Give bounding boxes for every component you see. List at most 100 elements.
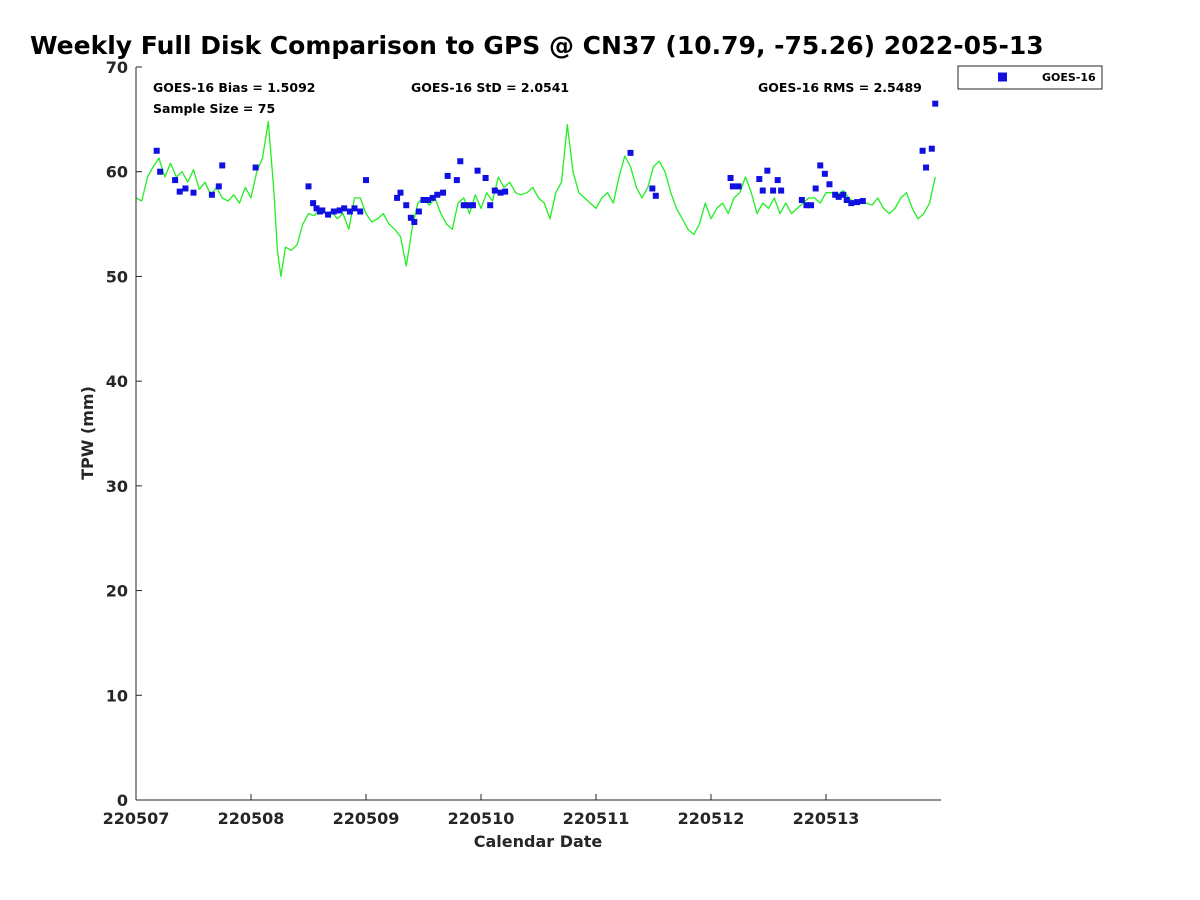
- goes16-point: [854, 199, 861, 206]
- goes16-point: [182, 185, 189, 192]
- goes16-point: [363, 177, 369, 184]
- goes16-point: [474, 167, 481, 174]
- goes16-point: [803, 202, 810, 209]
- goes16-point: [835, 193, 842, 200]
- goes16-points-layer: [153, 100, 939, 225]
- goes16-point: [157, 168, 164, 175]
- goes16-point: [310, 200, 317, 207]
- goes16-point: [319, 207, 326, 214]
- goes16-point: [808, 202, 815, 209]
- sample-size-annotation: Sample Size = 75: [153, 101, 275, 116]
- gps-tpw-line: [135, 120, 936, 278]
- goes16-point: [330, 208, 337, 215]
- y-tick-label: 10: [106, 686, 128, 705]
- goes16-point: [774, 177, 781, 184]
- legend-marker-goes16: [998, 72, 1007, 82]
- goes16-point: [735, 183, 742, 190]
- goes16-point: [444, 172, 451, 179]
- goes16-point: [411, 218, 418, 225]
- goes16-point: [357, 208, 364, 215]
- goes16-point: [208, 191, 215, 198]
- goes16-point: [487, 202, 494, 209]
- legend-box: [957, 65, 1103, 90]
- goes16-point: [652, 192, 659, 199]
- goes16-point: [932, 100, 939, 107]
- goes16-point: [729, 183, 736, 190]
- goes16-point: [176, 188, 183, 195]
- goes16-point: [826, 181, 833, 188]
- goes16-point: [764, 167, 771, 174]
- goes16-point: [434, 191, 441, 198]
- x-tick-label: 220511: [563, 809, 630, 828]
- goes16-point: [798, 196, 805, 203]
- goes16-point: [465, 202, 472, 209]
- goes16-point: [919, 147, 926, 154]
- goes16-point: [346, 208, 353, 215]
- goes16-point: [727, 174, 734, 181]
- x-tick-label: 220510: [448, 809, 515, 828]
- goes16-point: [403, 202, 410, 209]
- rms-annotation: GOES-16 RMS = 2.5489: [758, 80, 922, 95]
- goes16-point: [840, 191, 847, 198]
- goes16-point: [759, 187, 766, 194]
- goes16-point: [341, 205, 348, 212]
- goes16-point: [843, 196, 850, 203]
- y-tick-label: 70: [106, 58, 128, 77]
- goes16-point: [440, 189, 447, 196]
- goes16-point: [497, 189, 504, 196]
- x-tick-label: 220512: [678, 809, 745, 828]
- y-tick-label: 30: [106, 477, 128, 496]
- goes16-point: [778, 187, 785, 194]
- goes16-point: [817, 162, 824, 169]
- goes16-point: [305, 183, 312, 190]
- plot-area: 0 10 20 30 40 50 60 70 220507 220508 220509 220510…: [103, 58, 941, 828]
- x-tick-label: 220509: [333, 809, 400, 828]
- goes16-point: [407, 214, 414, 221]
- goes16-point: [502, 188, 509, 195]
- goes16-point: [491, 187, 498, 194]
- goes16-point: [457, 158, 464, 165]
- plot-background: [136, 67, 941, 800]
- goes16-point: [649, 185, 656, 192]
- goes16-point: [215, 183, 222, 190]
- legend-label-goes16: GOES-16: [1042, 71, 1096, 84]
- goes16-point: [832, 191, 839, 198]
- legend: GOES-16: [957, 65, 1103, 90]
- goes16-point: [859, 198, 866, 205]
- goes16-point: [482, 174, 489, 181]
- std-annotation: GOES-16 StD = 2.0541: [411, 80, 569, 95]
- goes16-point: [394, 194, 401, 201]
- x-axis-label: Calendar Date: [474, 832, 603, 851]
- goes16-point: [219, 162, 226, 169]
- goes16-point: [153, 147, 160, 154]
- goes16-point: [172, 177, 179, 184]
- goes16-point: [469, 202, 476, 209]
- goes16-point: [627, 149, 634, 156]
- y-tick-label: 40: [106, 372, 128, 391]
- goes16-point: [313, 205, 320, 212]
- y-tick-label: 0: [117, 791, 128, 810]
- goes16-point: [812, 185, 819, 192]
- goes16-point: [336, 207, 343, 214]
- goes16-point: [460, 202, 467, 209]
- y-ticks: 0 10 20 30 40 50 60 70: [106, 58, 142, 810]
- y-tick-label: 50: [106, 267, 128, 286]
- goes16-point: [190, 189, 197, 196]
- goes16-point: [397, 189, 404, 196]
- goes16-point: [821, 170, 828, 177]
- x-tick-label: 220513: [793, 809, 860, 828]
- goes16-point: [425, 196, 432, 203]
- x-tick-label: 220508: [218, 809, 285, 828]
- bias-annotation: GOES-16 Bias = 1.5092: [153, 80, 315, 95]
- y-tick-label: 20: [106, 582, 128, 601]
- chart-title: Weekly Full Disk Comparison to GPS @ CN3…: [30, 31, 1044, 60]
- goes16-point: [923, 164, 930, 171]
- goes16-point: [453, 177, 460, 184]
- goes16-point: [756, 176, 763, 183]
- goes16-point: [770, 187, 777, 194]
- y-tick-label: 60: [106, 163, 128, 182]
- goes16-point: [252, 164, 259, 171]
- x-ticks: 220507 220508 220509 220510 220511 220512 2205…: [103, 794, 860, 828]
- x-tick-label: 220507: [103, 809, 170, 828]
